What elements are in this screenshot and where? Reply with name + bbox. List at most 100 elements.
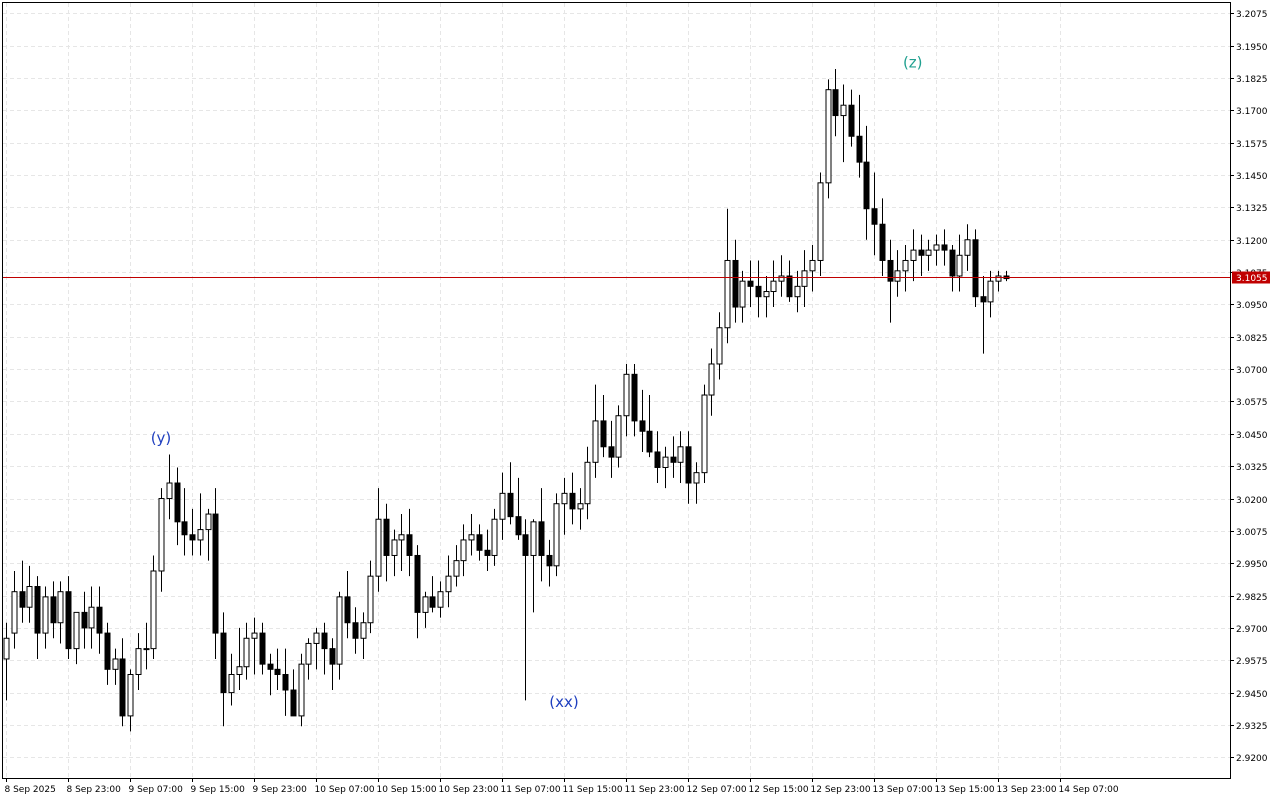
candle-bull [127,673,134,717]
candle-bull [995,275,1002,282]
candle-bull [956,254,963,277]
price-tick-label: 3.0825 [1236,334,1268,344]
candle-bear [104,632,111,670]
price-tick-label: 2.9700 [1236,625,1268,635]
candle-bear [879,223,886,261]
wave-labels: (y) (xx) (z) [151,54,923,711]
current-price-tag-label: 3.1055 [1236,274,1268,284]
candle-bear [732,259,739,308]
candle-bull [112,658,119,670]
wave-label: (y) [151,429,172,447]
candle-bull [73,611,80,650]
candle-bear [856,135,863,163]
current-price-tag-box [1232,271,1270,284]
candle-bull [778,275,785,282]
candle-bear [786,275,793,298]
wave-label: (z) [903,54,923,72]
time-tick-label: 12 Sep 07:00 [687,785,747,795]
price-tick-label: 3.1450 [1236,172,1268,182]
candle-bull [491,518,498,556]
candle-bear [871,208,878,225]
price-tick-label: 3.1950 [1236,43,1268,53]
time-tick-label: 12 Sep 23:00 [811,785,871,795]
grid [3,3,1230,778]
candle-bear [863,161,870,210]
candle-bear [96,606,103,634]
candle-bear [81,611,88,629]
time-tick-label: 9 Sep 23:00 [253,785,308,795]
candle-bear [646,430,653,453]
price-tick-label: 3.0575 [1236,398,1268,408]
candle-bull [468,534,475,541]
candle-bull [305,642,312,665]
candle-bull [902,259,909,272]
candle-bull [662,456,669,468]
candle-bull [894,270,901,282]
candle-bull [453,560,460,577]
time-tick-label: 13 Sep 15:00 [935,785,995,795]
candle-bull [577,503,584,510]
candle-bull [708,363,715,396]
candle-bull [375,518,382,577]
candle-bull [135,648,142,675]
candle-bull [236,666,243,675]
price-tick-label: 3.1200 [1236,237,1268,247]
candle-bull [677,446,684,463]
candle-bull [739,280,746,308]
candle-bull [499,492,506,520]
candle-bull [592,420,599,463]
candle-bull [205,513,212,531]
candle-bull [367,575,374,624]
candle-bull [809,259,816,272]
price-tick-label: 2.9950 [1236,560,1268,570]
candle-bear [600,420,607,448]
candle-bull [770,280,777,293]
candle-bear [212,513,219,634]
price-tick-label: 3.0700 [1236,366,1268,376]
candle-bear [918,249,925,256]
candle-bull [693,472,700,484]
candle-bull [701,394,708,474]
candle-bull [445,575,452,593]
price-tick-label: 3.1575 [1236,140,1268,150]
candle-bull [57,591,64,624]
wave-label: (xx) [549,693,578,711]
candle-bear [507,492,514,518]
candle-bear [50,596,57,624]
candle-bear [329,648,336,665]
candle-bull [925,249,932,256]
price-tick-label: 2.9450 [1236,690,1268,700]
candle-bull [840,104,847,117]
candle-bull [298,663,305,717]
candle-bear [220,632,227,694]
time-tick-label: 11 Sep 23:00 [625,785,685,795]
candle-bull [716,327,723,365]
time-tick-label: 11 Sep 07:00 [501,785,561,795]
time-tick-label: 9 Sep 07:00 [129,785,184,795]
price-tick-label: 2.9575 [1236,657,1268,667]
price-tick-label: 3.0075 [1236,528,1268,538]
candle-bull [228,673,235,694]
candle-bull [398,534,405,541]
time-tick-label: 14 Sep 07:00 [1059,785,1119,795]
price-tick-label: 2.9825 [1236,593,1268,603]
price-tick-label: 3.1325 [1236,204,1268,214]
time-axis[interactable]: 8 Sep 2025 8 Sep 23:00 9 Sep 07:00 9 Sep 15… [5,778,1119,795]
candle-bull [561,492,568,505]
candle-bear [538,521,545,556]
candle-bull [615,415,622,458]
candle-bull [910,249,917,261]
candle-bear [282,673,289,691]
candle-bull [243,637,250,668]
candle-bear [65,591,72,650]
price-tick-label: 3.0450 [1236,431,1268,441]
candle-bear [670,456,677,463]
candle-bear [290,689,297,717]
candle-bull [251,632,258,639]
candle-bull [11,591,18,634]
candle-bear [832,89,839,117]
time-tick-label: 10 Sep 07:00 [315,785,375,795]
price-axis[interactable]: 3.2075 3.1950 3.1825 3.1700 3.1575 3.1450 3.13… [1230,10,1268,764]
price-tick-label: 3.0325 [1236,463,1268,473]
